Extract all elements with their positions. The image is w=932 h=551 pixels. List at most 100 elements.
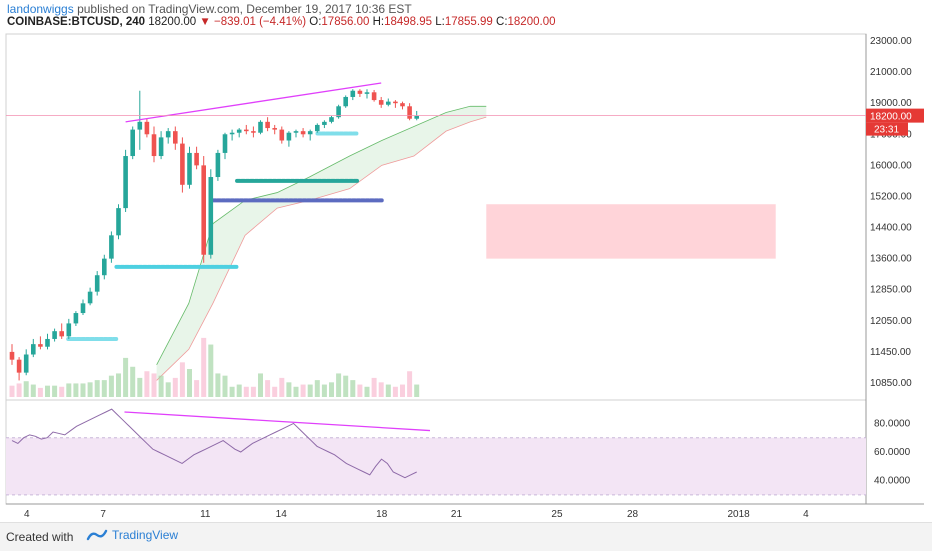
candle-body: [87, 291, 93, 304]
volume-bar: [215, 373, 221, 397]
time-tick-label: 11: [200, 509, 211, 520]
candle-body: [386, 101, 391, 105]
price-tick-label: 12850.00: [870, 285, 912, 296]
high-value: 18498.95: [384, 16, 433, 28]
candle-body: [336, 106, 341, 118]
rsi-tick-label: 80.0000: [874, 418, 911, 429]
volume-bar: [158, 375, 164, 397]
candle-body: [229, 132, 235, 135]
candle-body: [307, 131, 313, 135]
rsi-tick-label: 60.0000: [874, 447, 911, 458]
time-tick-label: 25: [551, 509, 563, 520]
volume-bar: [371, 377, 377, 397]
candle-body: [293, 131, 299, 133]
candle-body: [222, 134, 228, 153]
volume-bar: [151, 373, 157, 397]
volume-bar: [30, 384, 36, 397]
volume-bar: [329, 382, 334, 397]
volume-bar: [279, 377, 285, 397]
volume-bar: [272, 386, 278, 397]
candle-body: [52, 331, 57, 339]
candle-body: [201, 165, 206, 255]
candle-body: [378, 100, 384, 105]
volume-bar: [385, 384, 391, 397]
candle-body: [31, 344, 36, 355]
candle-body: [38, 344, 43, 347]
candle-body: [73, 313, 79, 324]
volume-bar: [229, 386, 235, 397]
low-value: 17855.99: [444, 16, 493, 28]
price-tick-label: 14400.00: [870, 223, 912, 234]
volume-bar: [194, 380, 200, 397]
volume-bar: [258, 373, 263, 397]
current-price-label: 18200.00: [870, 112, 912, 123]
tradingview-brand[interactable]: TradingView: [86, 528, 178, 542]
time-tick-label: 14: [276, 509, 288, 520]
price-tick-label: 11450.00: [870, 347, 911, 358]
volume-bar: [336, 373, 342, 397]
candle-body: [59, 331, 64, 337]
volume-bar: [52, 385, 58, 397]
price-tick-label: 23000.00: [870, 36, 912, 47]
volume-bar: [80, 383, 86, 397]
volume-bar: [201, 337, 207, 397]
volume-bar: [286, 382, 292, 397]
low-label: L:: [435, 16, 445, 28]
volume-bar: [321, 384, 327, 397]
open-label: O:: [309, 16, 322, 28]
volume-bar: [179, 362, 185, 397]
rsi-line: [11, 408, 417, 479]
ohlc-header: COINBASE:BTCUSD, 240 18200.00 ▼ −839.01 …: [7, 16, 555, 28]
time-tick-label: 4: [803, 509, 809, 520]
volume-bar: [392, 386, 398, 397]
volume-bar: [165, 382, 171, 397]
high-label: H:: [372, 16, 385, 28]
time-tick-label: 2018: [728, 509, 751, 520]
volume-bar: [364, 386, 370, 397]
volume-bar: [73, 383, 79, 397]
candle-body: [165, 131, 171, 138]
time-tick-label: 4: [24, 509, 30, 520]
candle-body: [265, 121, 270, 129]
candle-body: [194, 152, 199, 166]
volume-bar: [9, 385, 15, 397]
volume-bar: [94, 380, 100, 397]
author-name[interactable]: landonwiggs: [7, 2, 74, 16]
time-tick-label: 21: [451, 509, 463, 520]
candle-body: [286, 132, 292, 141]
volume-bar: [250, 386, 256, 397]
candle-body: [258, 121, 263, 133]
tradingview-logo-icon: [86, 529, 108, 541]
time-tick-label: 18: [376, 509, 388, 520]
candle-body: [94, 275, 100, 292]
close-value: 18200.00: [507, 16, 556, 28]
volume-bar: [108, 375, 114, 397]
price-tick-label: 16000.00: [870, 160, 912, 171]
volume-bar: [116, 373, 121, 397]
candle-body: [272, 128, 277, 130]
candle-body: [300, 131, 306, 135]
footer-bar: Created with TradingView: [0, 522, 932, 551]
candle-body: [144, 121, 150, 135]
candle-body: [350, 90, 356, 97]
candle-body: [208, 177, 214, 255]
price-tick-label: 21000.00: [870, 67, 912, 78]
candle-body: [23, 354, 29, 373]
volume-bar: [59, 386, 65, 397]
time-tick-label: 7: [100, 509, 106, 520]
cloud-span-b: [156, 116, 487, 381]
volume-bar: [400, 384, 405, 397]
volume-bar: [300, 384, 306, 397]
volume-bar: [236, 384, 242, 397]
price-chart[interactable]: 23000.0021000.0019000.0017000.0016000.00…: [0, 0, 932, 522]
candle-body: [279, 129, 285, 141]
volume-bar: [357, 384, 363, 397]
time-tick-label: 28: [627, 509, 639, 520]
candle-body: [9, 351, 15, 360]
volume-bar: [208, 344, 214, 397]
candle-body: [180, 143, 185, 185]
candle-body: [343, 96, 348, 107]
volume-bar: [23, 381, 29, 397]
candle-body: [116, 208, 121, 236]
close-label: C:: [496, 16, 508, 28]
